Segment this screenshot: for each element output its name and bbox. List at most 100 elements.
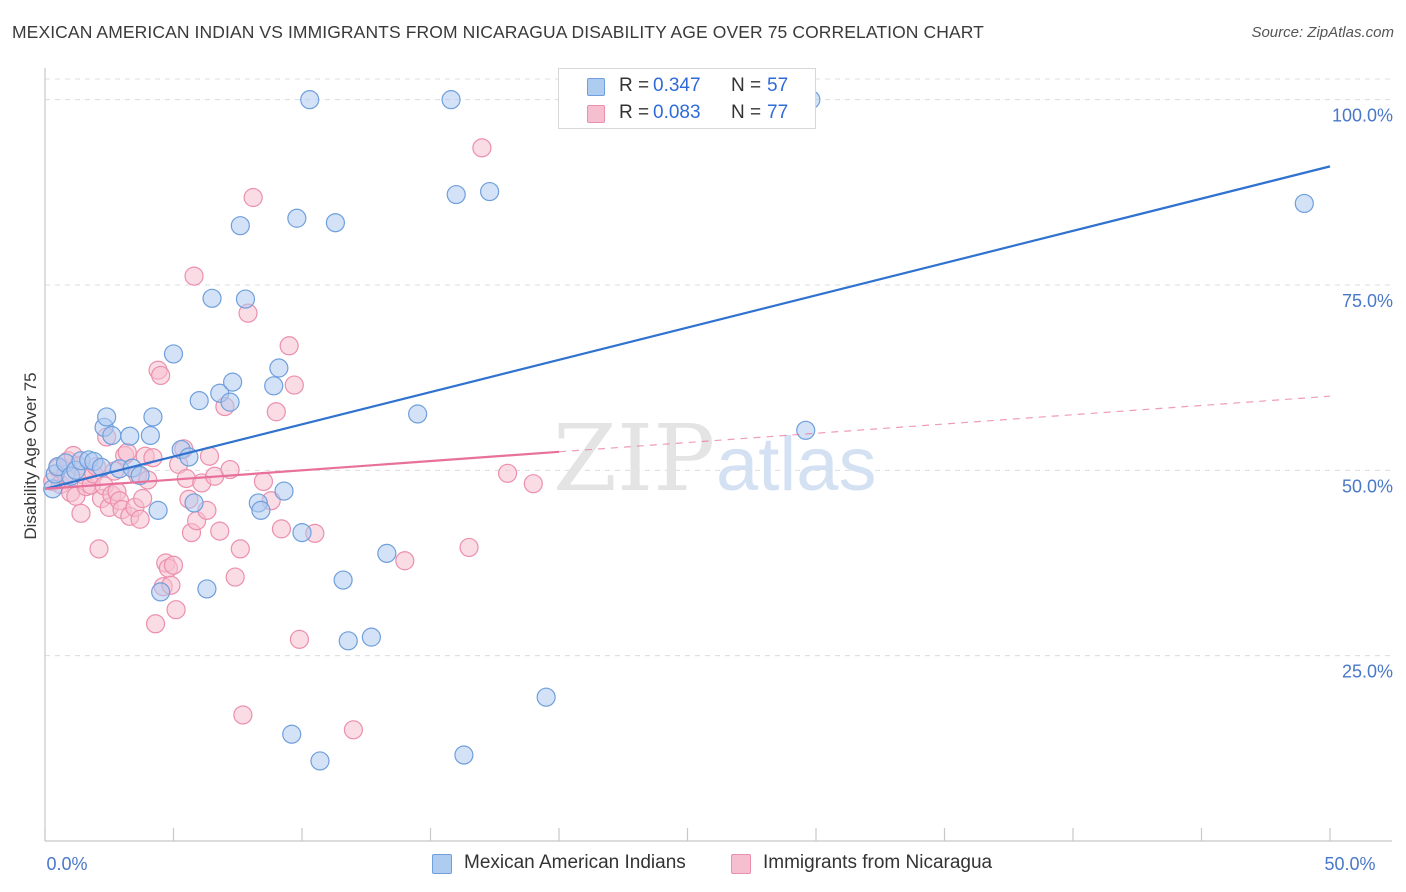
pink-swatch [587,105,605,123]
blue-point [361,627,381,647]
pink-point [243,187,263,208]
blue-point [102,425,122,446]
r-value: 0.083 [653,102,701,123]
blue-point [287,208,307,228]
pink-point [166,600,186,620]
pink-point [225,567,245,587]
r-value: 0.347 [653,75,701,96]
pink-point [266,402,286,422]
pink-point [89,539,109,559]
watermark-atlas: atlas [716,422,877,507]
blue-swatch [587,78,605,96]
blue-point [300,90,320,110]
r-label: R = [619,102,650,123]
blue-point [292,522,312,543]
pink-point [523,474,543,494]
blue-point [230,216,250,236]
trend-line [44,165,1331,490]
blue-point [235,289,256,309]
blue-point [97,407,117,427]
blue-point [197,579,217,599]
pink-point [151,365,171,386]
pink-point [498,463,518,483]
blue-point [151,582,171,602]
pink-point [472,138,492,158]
pink-point [459,537,479,558]
correlation-legend: R = 0.347 N = 57 R = 0.083 N = 77 [558,68,816,129]
pink-point [184,266,204,286]
y-tick-label: 25.0% [1342,662,1393,682]
watermark-zip: ZIP [553,405,715,512]
series-legend: Mexican American Indians Immigrants from… [0,852,1406,878]
blue-point [202,288,222,308]
pink-point [253,471,274,492]
blue-point [274,481,294,501]
blue-point [325,213,346,233]
pink-point [233,705,253,725]
n-value: 57 [767,75,789,96]
pink-point [220,459,240,480]
y-tick-label: 100.0% [1332,106,1393,126]
pink-point [271,519,292,539]
pink-point [133,488,153,509]
pink-point [210,521,230,541]
y-tick-label: 50.0% [1342,476,1393,496]
blue-point [408,404,428,424]
blue-point [223,372,243,392]
blue-point [189,391,209,411]
blue-point [796,420,816,440]
pink-point [130,509,150,529]
y-axis-label: Disability Age Over 75 [21,372,40,539]
blue-point [140,425,160,446]
chart-source: Source: ZipAtlas.com [1251,24,1394,41]
blue-point [446,184,466,205]
pink-point [284,375,304,395]
blue-point [220,392,240,412]
blue-swatch [432,854,452,874]
trend-lines [44,165,1331,490]
blue-point [148,500,168,520]
n-label: N = [731,102,762,123]
n-value: 77 [767,102,789,123]
tick-labels: 25.0% 50.0% 75.0% 100.0% 0.0% 50.0% [46,106,1393,874]
blue-point [163,344,184,364]
y-tick-label: 75.0% [1342,291,1393,311]
x-tick-label: 0.0% [46,854,87,874]
blue-point [441,90,461,110]
series-mexican-american-indians [43,90,1314,771]
pink-point [145,614,166,634]
blue-point [143,407,163,427]
blue-point [454,745,474,765]
pink-point [279,336,299,356]
watermark: ZIP atlas [553,405,877,512]
pink-point [230,539,250,559]
blue-point [120,426,140,446]
blue-point [536,687,556,707]
n-label: N = [731,75,762,96]
blue-point [480,181,500,202]
blue-point [338,631,358,651]
pink-point [395,551,415,571]
grid-lines [45,78,1392,657]
pink-point [163,555,184,575]
pink-point [71,503,91,523]
x-tick-label: 50.0% [1324,854,1375,874]
chart-title: MEXICAN AMERICAN INDIAN VS IMMIGRANTS FR… [12,22,984,42]
blue-point [333,570,353,590]
blue-point [282,724,302,744]
pink-point [343,720,363,740]
blue-point [377,543,397,563]
blue-point [130,465,150,486]
blue-point [184,493,204,513]
legend-label: Immigrants from Nicaragua [763,852,993,873]
blue-point [264,376,284,396]
blue-point [310,751,330,771]
pink-point [289,629,310,649]
pink-swatch [731,854,751,874]
legend-label: Mexican American Indians [464,852,686,873]
trend-line [44,450,560,490]
blue-point [1294,193,1314,214]
r-label: R = [619,75,650,96]
blue-point [269,358,289,378]
